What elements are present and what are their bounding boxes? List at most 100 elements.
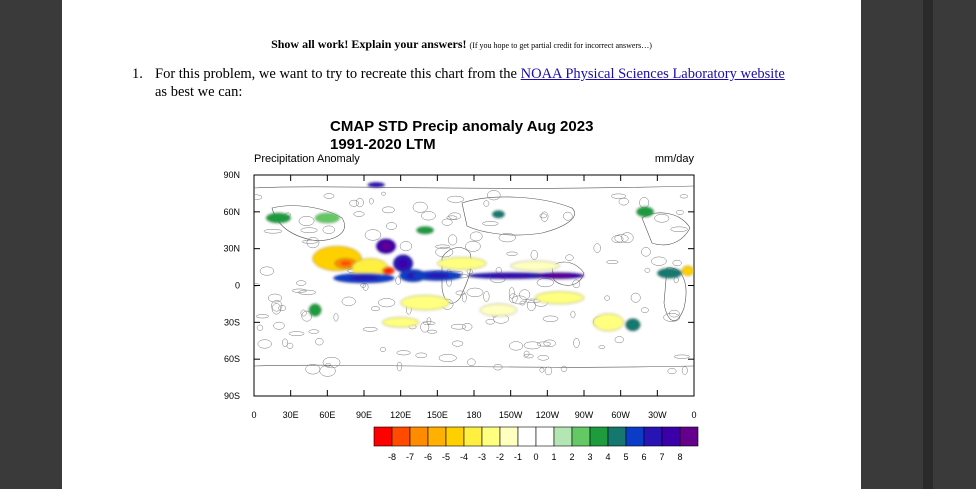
colorbar-swatch xyxy=(463,426,483,447)
contour-lines xyxy=(254,190,690,377)
colorbar-swatch xyxy=(517,426,537,447)
contour-line xyxy=(537,355,550,361)
noaa-psl-link[interactable]: NOAA Physical Sciences Laboratory websit… xyxy=(520,66,785,82)
contour-line xyxy=(295,280,307,286)
colorbar: -8 -7 -6 -5 -4 -3 -2 -1 0 1 2 3 4 5 6 7 8 xyxy=(373,426,699,462)
x-tick-label: 150W xyxy=(499,410,523,420)
anomaly-cell xyxy=(492,210,505,219)
contour-line xyxy=(527,299,536,312)
contour-line xyxy=(593,243,601,253)
colorbar-swatch xyxy=(679,426,699,447)
contour-line xyxy=(519,289,531,300)
contour-line xyxy=(257,339,272,349)
contour-line xyxy=(362,327,378,332)
colorbar-label: 4 xyxy=(605,452,610,462)
colorbar-swatch xyxy=(445,426,465,447)
contour-line xyxy=(462,323,473,331)
colorbar-label: 6 xyxy=(641,452,646,462)
contour-line xyxy=(572,279,581,289)
contour-line xyxy=(536,341,551,347)
anomaly-core xyxy=(385,268,392,273)
contour-line xyxy=(676,209,684,215)
contour-line xyxy=(399,241,413,252)
anomaly-core xyxy=(398,259,408,268)
anomaly-core xyxy=(425,273,450,279)
anomaly-core xyxy=(547,274,572,278)
contour-line xyxy=(415,352,428,359)
contour-line xyxy=(305,363,321,375)
contour-line xyxy=(325,362,332,367)
question-text-after: as best we can: xyxy=(155,84,243,100)
anomaly-field xyxy=(266,182,694,332)
colorbar-swatch xyxy=(499,426,519,447)
contour-line xyxy=(282,338,288,347)
anomaly-core xyxy=(489,274,533,278)
colorbar-swatch xyxy=(373,426,393,447)
contour-line xyxy=(427,329,438,334)
colorbar-swatch xyxy=(391,426,411,447)
contour-line xyxy=(618,197,629,206)
contour-line xyxy=(508,287,515,299)
colorbar-label: 8 xyxy=(677,452,682,462)
y-tick-label: 60N xyxy=(223,207,240,217)
x-tick-label: 30W xyxy=(648,410,667,420)
contour-line xyxy=(544,366,553,376)
contour-line xyxy=(614,336,624,344)
colorbar-swatch xyxy=(607,426,627,447)
y-tick-label: 90S xyxy=(224,391,240,401)
contour-line xyxy=(614,234,629,243)
contour-line xyxy=(598,345,606,349)
contour-line xyxy=(300,227,318,234)
contour-line xyxy=(254,282,260,287)
contour-line xyxy=(672,259,682,267)
x-tick-label: 120W xyxy=(536,410,560,420)
contour-line xyxy=(606,260,619,265)
contour-line xyxy=(523,350,530,357)
contour-line xyxy=(485,319,495,325)
contour-line xyxy=(271,300,283,312)
contour-line xyxy=(681,366,688,375)
colorbar-swatch xyxy=(589,426,609,447)
contour-line xyxy=(455,290,466,296)
contour-line xyxy=(333,313,339,322)
contour-line xyxy=(621,232,634,244)
anomaly-cell xyxy=(266,212,291,224)
contour-line xyxy=(263,229,283,234)
y-axis: 90N 60N 30N 0 30S 60S 90S xyxy=(223,170,694,401)
contour-line xyxy=(604,295,611,301)
contour-line xyxy=(369,197,374,205)
contour-line xyxy=(349,199,359,207)
contour-line xyxy=(573,337,580,348)
contour-line xyxy=(370,306,380,312)
contour-line xyxy=(540,211,549,222)
contour-line xyxy=(446,215,458,220)
contour-line xyxy=(630,292,641,303)
colorbar-swatch xyxy=(571,426,591,447)
contour-line xyxy=(301,239,319,244)
anomaly-core xyxy=(381,242,391,250)
anomaly-cell xyxy=(510,260,560,271)
colorbar-swatch xyxy=(409,426,429,447)
contour-line xyxy=(435,244,451,249)
anomaly-cell xyxy=(534,291,585,305)
colorbar-swatch xyxy=(661,426,681,447)
colorbar-label: -2 xyxy=(496,452,504,462)
colorbar-label: 3 xyxy=(587,452,592,462)
anomaly-cell xyxy=(314,212,340,224)
contour-line xyxy=(381,206,395,214)
y-tick-label: 90N xyxy=(223,170,240,180)
contour-line xyxy=(300,309,307,317)
contour-line xyxy=(560,365,568,372)
contour-line xyxy=(523,341,541,350)
colorbar-label: 1 xyxy=(551,452,556,462)
colorbar-label: -5 xyxy=(442,452,450,462)
contour-line xyxy=(511,295,527,305)
contour-line xyxy=(421,211,436,221)
contour-line xyxy=(426,317,432,325)
contour-line xyxy=(519,300,526,306)
contour-line xyxy=(396,361,403,372)
colorbar-label: -6 xyxy=(424,452,432,462)
contour-line xyxy=(435,246,454,258)
contour-line xyxy=(483,291,490,302)
colorbar-label: 0 xyxy=(533,452,538,462)
